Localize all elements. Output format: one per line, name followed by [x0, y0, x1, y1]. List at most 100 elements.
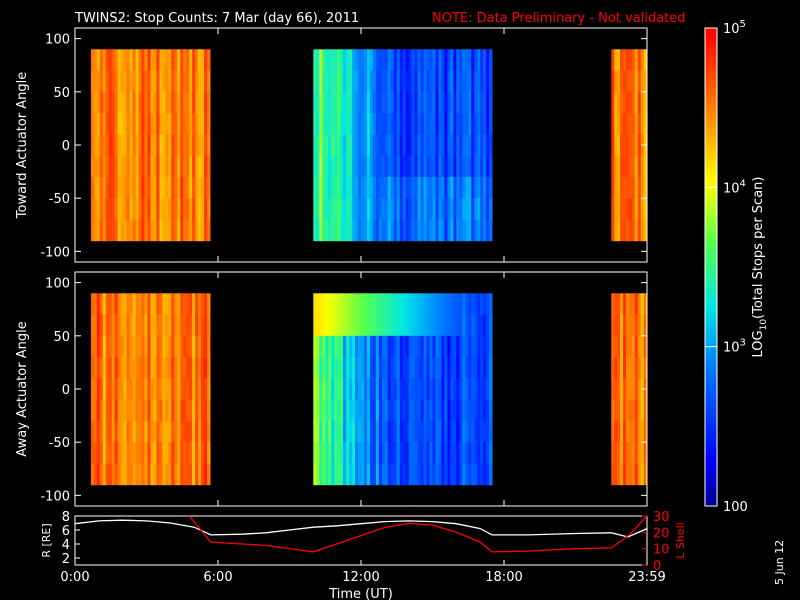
heatmap-cell [349, 463, 353, 486]
heatmap-cell [423, 176, 427, 199]
heatmap-cell [162, 91, 166, 114]
heatmap-cell [456, 357, 460, 379]
heatmap-cell [474, 70, 478, 93]
heatmap-cell [126, 176, 130, 199]
heatmap-cell [405, 219, 410, 242]
heatmap-cell [643, 463, 647, 486]
y-tick-label: -50 [49, 192, 70, 207]
heatmap-cell [135, 49, 139, 71]
heatmap-cell [195, 219, 199, 242]
heatmap-cell [450, 49, 454, 71]
heatmap-cell [643, 442, 647, 464]
heatmap-cell [105, 420, 110, 443]
heatmap-cell [399, 70, 404, 93]
heatmap-cell [486, 134, 490, 157]
colorbar-segment [705, 346, 717, 352]
heatmap-cell [426, 113, 430, 135]
heatmap-cell [477, 113, 481, 135]
heatmap-cell [399, 357, 404, 379]
heatmap-cell [349, 113, 353, 135]
heatmap-cell [111, 357, 116, 379]
heatmap-cell [617, 113, 621, 135]
heatmap-cell [340, 420, 344, 443]
heatmap-cell [435, 91, 439, 114]
heatmap-cell [396, 378, 401, 401]
heatmap-cell [171, 49, 175, 71]
heatmap-cell [372, 335, 377, 358]
heatmap-cell [358, 155, 362, 178]
heatmap-cell [378, 335, 383, 358]
heatmap-cell [631, 357, 636, 379]
heatmap-cell [387, 357, 392, 379]
heatmap-cell [456, 155, 460, 178]
heatmap-cell [147, 399, 151, 422]
heatmap-cell [420, 335, 424, 358]
heatmap-cell [207, 399, 211, 422]
heatmap-cell [159, 335, 163, 358]
heatmap-cell [325, 399, 329, 422]
heatmap-cell [462, 113, 466, 135]
heatmap-cell [102, 314, 107, 337]
heatmap-cell [378, 378, 383, 401]
heatmap-cell [174, 335, 178, 358]
heatmap-cell [316, 335, 320, 358]
heatmap-cell [438, 70, 442, 93]
colorbar-segment [705, 466, 717, 471]
heatmap-cell [204, 399, 208, 422]
heatmap-cell [471, 463, 475, 486]
heatmap-cell [204, 91, 208, 114]
heatmap-cell [156, 357, 160, 379]
colorbar-segment [705, 390, 717, 395]
colorbar-segment [705, 71, 717, 77]
heatmap-cell [93, 314, 98, 337]
heatmap-cell [408, 134, 413, 157]
heatmap-cell [114, 113, 119, 135]
heatmap-cell [313, 293, 317, 315]
heatmap-cell [343, 314, 347, 337]
colorbar-segment [705, 278, 717, 284]
heatmap-cell [198, 293, 202, 315]
heatmap-cell [414, 399, 418, 422]
heatmap-cell [138, 134, 142, 157]
heatmap-cell [180, 293, 184, 315]
heatmap-cell [117, 155, 122, 178]
heatmap-cell [349, 49, 353, 71]
heatmap-cell [135, 463, 139, 486]
heatmap-cell [150, 314, 154, 337]
heatmap-cell [132, 463, 136, 486]
heatmap-cell [132, 442, 136, 464]
heatmap-cell [462, 399, 466, 422]
heatmap-cell [129, 463, 133, 486]
heatmap-cell [384, 463, 389, 486]
heatmap-cell [414, 219, 418, 242]
heatmap-cell [378, 399, 383, 422]
heatmap-cell [483, 399, 487, 422]
heatmap-cell [355, 378, 359, 401]
heatmap-cell [417, 176, 421, 199]
heatmap-cell [450, 219, 454, 242]
heatmap-cell [198, 219, 202, 242]
heatmap-cell [174, 176, 178, 199]
heatmap-cell [132, 176, 136, 199]
heatmap-cell [393, 314, 398, 337]
heatmap-cell [417, 378, 421, 401]
heatmap-cell [153, 155, 157, 178]
heatmap-cell [174, 442, 178, 464]
heatmap-cell [453, 219, 457, 242]
heatmap-cell [414, 198, 418, 220]
heatmap-cell [429, 335, 433, 358]
heatmap-cell [198, 335, 202, 358]
heatmap-cell [111, 399, 116, 422]
heatmap-cell [201, 113, 205, 135]
heatmap-cell [147, 49, 151, 71]
heatmap-cell [399, 314, 404, 337]
heatmap-cell [334, 134, 338, 157]
heatmap-cell [435, 198, 439, 220]
heatmap-cell [384, 198, 389, 220]
heatmap-cell [471, 49, 475, 71]
heatmap-cell [183, 293, 187, 315]
heatmap-cell [177, 70, 181, 93]
heatmap-cell [429, 219, 433, 242]
heatmap-cell [153, 357, 157, 379]
